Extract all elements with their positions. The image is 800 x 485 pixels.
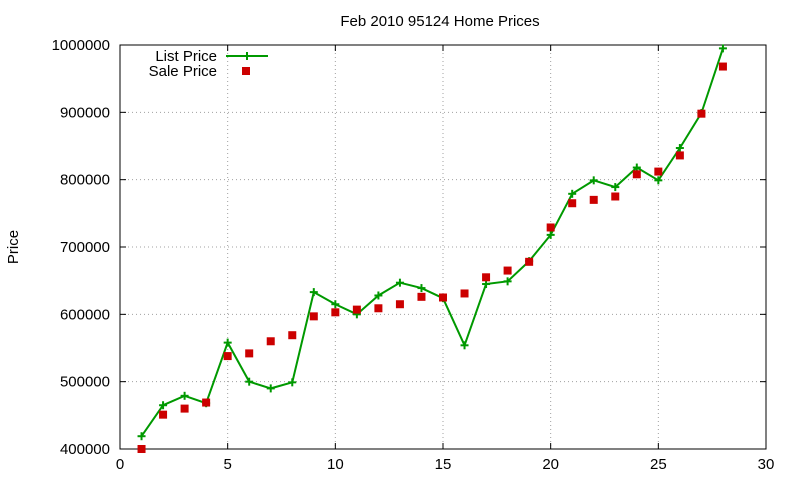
list-price-point bbox=[374, 291, 383, 300]
sale-price-point bbox=[525, 257, 534, 266]
list-price-point bbox=[288, 378, 297, 387]
x-tick-label: 5 bbox=[223, 456, 231, 473]
x-tick-label: 20 bbox=[542, 456, 559, 473]
y-axis-label: Price bbox=[5, 230, 22, 264]
axes: 0 5 10 15 20 25 30 400000 500000 600000 700000 8000… bbox=[52, 37, 775, 473]
list-price-point bbox=[417, 284, 426, 293]
legend-marker-list-price bbox=[243, 52, 251, 60]
sale-price-point bbox=[374, 304, 383, 313]
legend-marker-sale-price bbox=[242, 67, 250, 75]
y-tick-label: 600000 bbox=[60, 306, 110, 323]
x-tick-label: 25 bbox=[650, 456, 667, 473]
sale-price-point bbox=[460, 289, 469, 298]
y-tick-label: 500000 bbox=[60, 374, 110, 391]
list-price-point bbox=[675, 144, 684, 153]
sale-price-point bbox=[288, 331, 297, 340]
y-tick-label: 700000 bbox=[60, 239, 110, 256]
list-price-point bbox=[546, 230, 555, 239]
sale-price-point bbox=[245, 349, 254, 358]
list-price-point bbox=[568, 189, 577, 198]
sale-price-point bbox=[223, 352, 232, 361]
legend-label-sale-price: Sale Price bbox=[149, 63, 217, 80]
list-price-point bbox=[395, 278, 404, 287]
x-tick-label: 0 bbox=[116, 456, 124, 473]
legend-label-list-price: List Price bbox=[155, 48, 217, 65]
sale-price-point bbox=[202, 398, 211, 407]
series-area bbox=[137, 44, 727, 453]
sale-price-point bbox=[697, 109, 706, 118]
sale-price-point bbox=[611, 192, 620, 201]
list-price-point bbox=[309, 288, 318, 297]
sale-price-point bbox=[589, 195, 598, 204]
sale-price-point bbox=[417, 292, 426, 301]
sale-price-point bbox=[159, 410, 168, 419]
sale-price-point bbox=[180, 404, 189, 413]
y-tick-label: 400000 bbox=[60, 441, 110, 458]
sale-price-point bbox=[331, 308, 340, 317]
list-price-point bbox=[159, 401, 168, 410]
list-price-point bbox=[245, 377, 254, 386]
sale-price-point bbox=[352, 305, 361, 314]
list-price-line bbox=[140, 48, 724, 437]
sale-price-point bbox=[718, 62, 727, 71]
list-price-point bbox=[718, 44, 727, 53]
sale-price-point bbox=[503, 266, 512, 275]
sale-price-point bbox=[568, 199, 577, 208]
sale-price-point bbox=[137, 445, 146, 453]
sale-price-point bbox=[675, 151, 684, 160]
list-price-point bbox=[331, 300, 340, 309]
list-price-point bbox=[223, 338, 232, 347]
list-price-point bbox=[137, 432, 146, 441]
sale-price-point bbox=[439, 293, 447, 302]
list-price-point bbox=[589, 176, 598, 185]
y-tick-label: 800000 bbox=[60, 172, 110, 189]
list-price-point bbox=[654, 176, 663, 185]
grid bbox=[120, 45, 766, 449]
y-tick-label: 900000 bbox=[60, 104, 110, 121]
list-price-point bbox=[482, 280, 491, 289]
list-price-point bbox=[180, 391, 189, 400]
sale-price-point bbox=[309, 312, 318, 321]
list-price-point bbox=[266, 384, 275, 393]
list-price-point bbox=[503, 277, 512, 286]
y-tick-label: 1000000 bbox=[52, 37, 110, 54]
sale-price-point bbox=[266, 337, 275, 346]
sale-price-point bbox=[482, 273, 491, 282]
list-price-point bbox=[460, 341, 469, 350]
list-price-point bbox=[611, 183, 620, 192]
x-tick-label: 15 bbox=[435, 456, 452, 473]
x-tick-label: 30 bbox=[758, 456, 775, 473]
list-price-point bbox=[632, 163, 641, 172]
x-tick-label: 10 bbox=[327, 456, 344, 473]
chart-title: Feb 2010 95124 Home Prices bbox=[340, 13, 539, 30]
sale-price-point bbox=[632, 170, 641, 179]
sale-price-point bbox=[654, 167, 663, 176]
sale-price-point bbox=[546, 223, 555, 232]
sale-price-point bbox=[395, 300, 404, 309]
